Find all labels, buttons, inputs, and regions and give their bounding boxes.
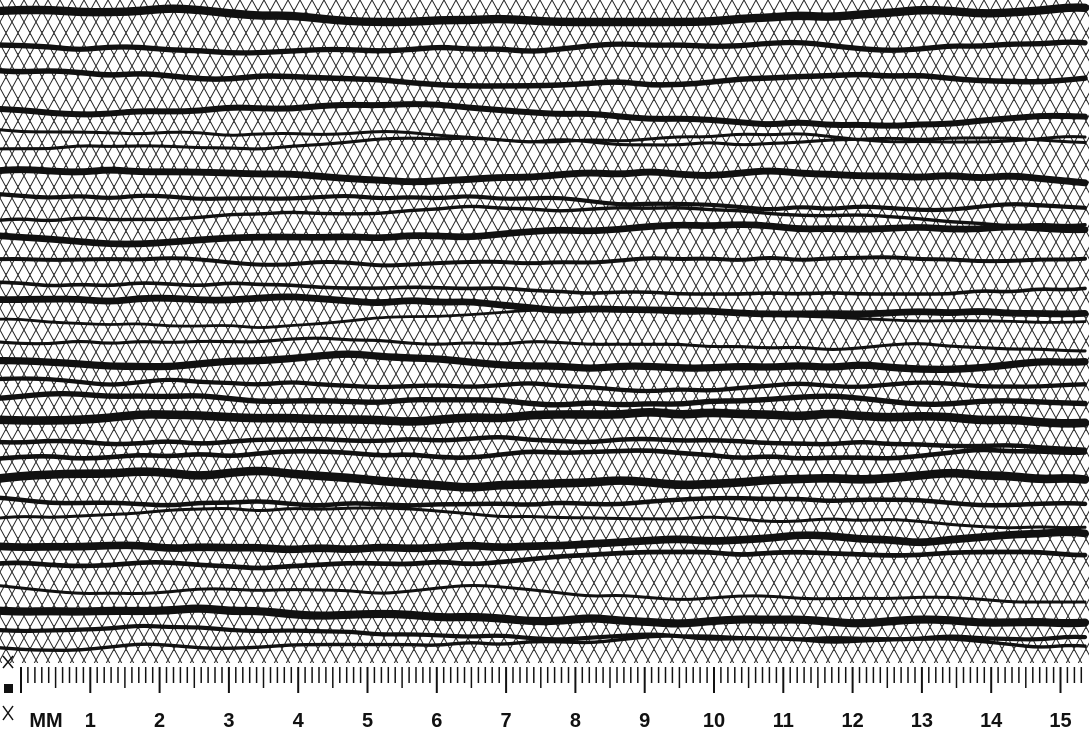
ruler-label: 3 [223, 710, 234, 732]
fiber-strand [0, 506, 1087, 530]
edge-mark [2, 705, 14, 721]
fiber-strand [0, 336, 1087, 353]
ruler-labels: 1 2 3 4 5 6 7 8 9 10 11 12 13 14 15 [85, 710, 1072, 732]
fiber-strand [0, 136, 1087, 151]
fiber-strand [0, 204, 1087, 228]
fiber-strand [0, 293, 1089, 318]
ruler-label: 7 [501, 710, 512, 732]
fiber-strand [0, 528, 1089, 554]
ruler-label: 5 [362, 710, 373, 732]
edge-mark [2, 655, 14, 669]
fiber-strand [0, 221, 1089, 248]
fiber-strand [0, 447, 1088, 461]
fiber-strand [0, 408, 1089, 428]
ruler-unit-label: MM [29, 710, 62, 732]
ruler-label: 1 [85, 710, 96, 732]
fiber-strand [0, 390, 1088, 408]
fiber-strand [0, 604, 1089, 628]
fiber-strand [0, 435, 1088, 453]
fiber-strand [0, 306, 1087, 329]
fiber-strand [0, 350, 1089, 373]
ruler-label: 6 [431, 710, 442, 732]
fiber-strand [0, 466, 1089, 492]
ruler-label: 4 [293, 710, 305, 732]
fiber-strand [0, 166, 1089, 187]
mm-ruler: MM 1 2 3 4 5 6 7 8 9 10 11 12 13 14 15 [20, 667, 1083, 732]
fiber-strand [0, 68, 1088, 89]
ruler-label: 13 [911, 710, 933, 732]
ruler-label: 9 [639, 710, 650, 732]
ruler-label: 8 [570, 710, 581, 732]
ruler-label: 12 [841, 710, 863, 732]
edge-mark [4, 684, 13, 693]
fiber-strand [0, 192, 1088, 213]
edge-marks [2, 655, 14, 721]
fiber-strand [0, 376, 1088, 394]
fiber-strand [0, 280, 1087, 296]
ruler-label: 15 [1049, 710, 1071, 732]
fiber-strands [0, 3, 1089, 653]
fiber-strand [0, 495, 1088, 508]
fiber-strand [0, 101, 1088, 129]
ruler-label: 2 [154, 710, 165, 732]
fiber-strand [0, 39, 1088, 56]
fiber-strand [0, 634, 1087, 653]
fiber-strand [0, 3, 1089, 27]
fiber-strand [0, 549, 1088, 571]
ruler-label: 11 [773, 710, 794, 732]
ruler-ticks [20, 667, 1083, 693]
fiber-strand [0, 255, 1087, 268]
ruler-label: 10 [703, 710, 725, 732]
fiber-strand [0, 584, 1087, 604]
ruler-label: 14 [980, 710, 1003, 732]
